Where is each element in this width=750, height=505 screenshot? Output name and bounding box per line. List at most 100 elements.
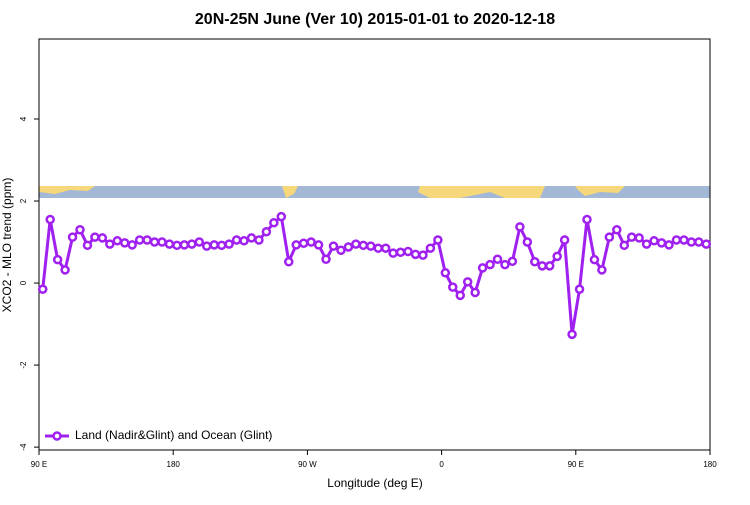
data-point <box>269 218 279 228</box>
data-point <box>455 290 465 301</box>
data-point <box>336 245 346 255</box>
data-point <box>67 232 78 242</box>
data-point <box>298 238 309 249</box>
data-point <box>291 240 301 250</box>
data-point <box>462 277 473 287</box>
data-point <box>52 254 63 265</box>
data-point <box>626 232 637 242</box>
data-point <box>209 240 219 250</box>
data-point <box>343 242 354 252</box>
data-point <box>164 239 175 249</box>
data-point <box>202 241 212 251</box>
map-strip <box>39 186 710 198</box>
data-point <box>254 235 264 245</box>
data-point <box>425 243 436 253</box>
data-point <box>246 233 257 243</box>
data-point <box>321 254 331 265</box>
data-point <box>90 232 100 242</box>
x-tick-label: 180 <box>703 460 717 469</box>
data-point <box>582 214 592 225</box>
data-point <box>634 233 644 243</box>
data-point <box>388 248 398 258</box>
x-tick-label: 0 <box>439 460 444 469</box>
data-point <box>373 243 383 253</box>
data-point <box>157 237 167 247</box>
data-point <box>306 237 316 247</box>
data-point <box>194 237 205 247</box>
data-point <box>477 263 488 273</box>
data-point <box>559 235 570 245</box>
x-tick-label: 90 W <box>298 460 317 469</box>
data-point <box>418 250 428 260</box>
data-point <box>597 265 607 275</box>
data-point <box>179 240 190 250</box>
data-point <box>686 237 697 247</box>
data-point <box>433 235 443 245</box>
data-point <box>216 240 227 251</box>
data-point <box>448 282 458 292</box>
data-point <box>366 241 376 251</box>
data-point <box>239 236 249 246</box>
data-point <box>500 259 510 270</box>
data-point <box>671 235 682 245</box>
data-point <box>284 256 294 267</box>
data-point <box>544 261 555 271</box>
x-tick-label: 90 E <box>568 460 584 469</box>
data-point <box>105 239 115 249</box>
data-point <box>231 235 242 245</box>
data-point <box>149 237 160 247</box>
y-tick-label: 2 <box>19 198 28 203</box>
data-point <box>492 254 503 265</box>
data-point <box>679 235 689 245</box>
data-point <box>97 233 108 243</box>
x-axis-label: Longitude (deg E) <box>327 476 422 490</box>
data-point <box>694 237 704 247</box>
data-point <box>60 265 70 275</box>
data-point <box>515 222 525 232</box>
data-point <box>701 239 712 249</box>
data-point <box>276 211 287 222</box>
data-point <box>552 251 562 262</box>
data-point <box>470 287 480 298</box>
legend-marker <box>52 431 62 441</box>
chart-title: 20N-25N June (Ver 10) 2015-01-01 to 2020… <box>195 11 555 28</box>
data-point <box>142 235 152 245</box>
data-point <box>403 246 413 257</box>
data-point <box>37 284 48 294</box>
data-point <box>224 239 234 249</box>
data-point <box>261 227 272 237</box>
legend-label: Land (Nadir&Glint) and Ocean (Glint) <box>75 428 272 442</box>
data-point <box>649 236 659 246</box>
data-point <box>656 238 667 248</box>
data-point <box>574 284 585 294</box>
data-point <box>395 247 406 258</box>
data-point <box>641 239 652 249</box>
data-point <box>75 224 85 235</box>
data-point <box>485 259 495 270</box>
data-point <box>440 268 451 278</box>
y-axis-label: XCO2 - MLO trend (ppm) <box>0 178 14 313</box>
y-tick-label: 4 <box>19 116 28 121</box>
data-point <box>537 261 547 271</box>
data-point <box>380 243 391 253</box>
data-point <box>589 254 600 265</box>
y-tick-label: 0 <box>19 280 28 285</box>
data-point <box>522 237 533 247</box>
data-point <box>187 239 197 249</box>
data-point <box>313 240 324 250</box>
data-point <box>507 256 518 267</box>
data-point <box>119 238 130 248</box>
data-point <box>604 232 615 242</box>
y-tick-label: -2 <box>19 361 28 369</box>
data-point <box>112 236 123 246</box>
data-point <box>664 240 674 250</box>
data-point <box>612 224 622 235</box>
data-point <box>567 329 577 340</box>
data-point <box>410 249 421 260</box>
data-point <box>530 256 540 267</box>
data-point <box>82 240 93 251</box>
y-tick-label: -4 <box>19 443 28 451</box>
data-point <box>45 214 55 225</box>
data-point <box>351 239 361 249</box>
